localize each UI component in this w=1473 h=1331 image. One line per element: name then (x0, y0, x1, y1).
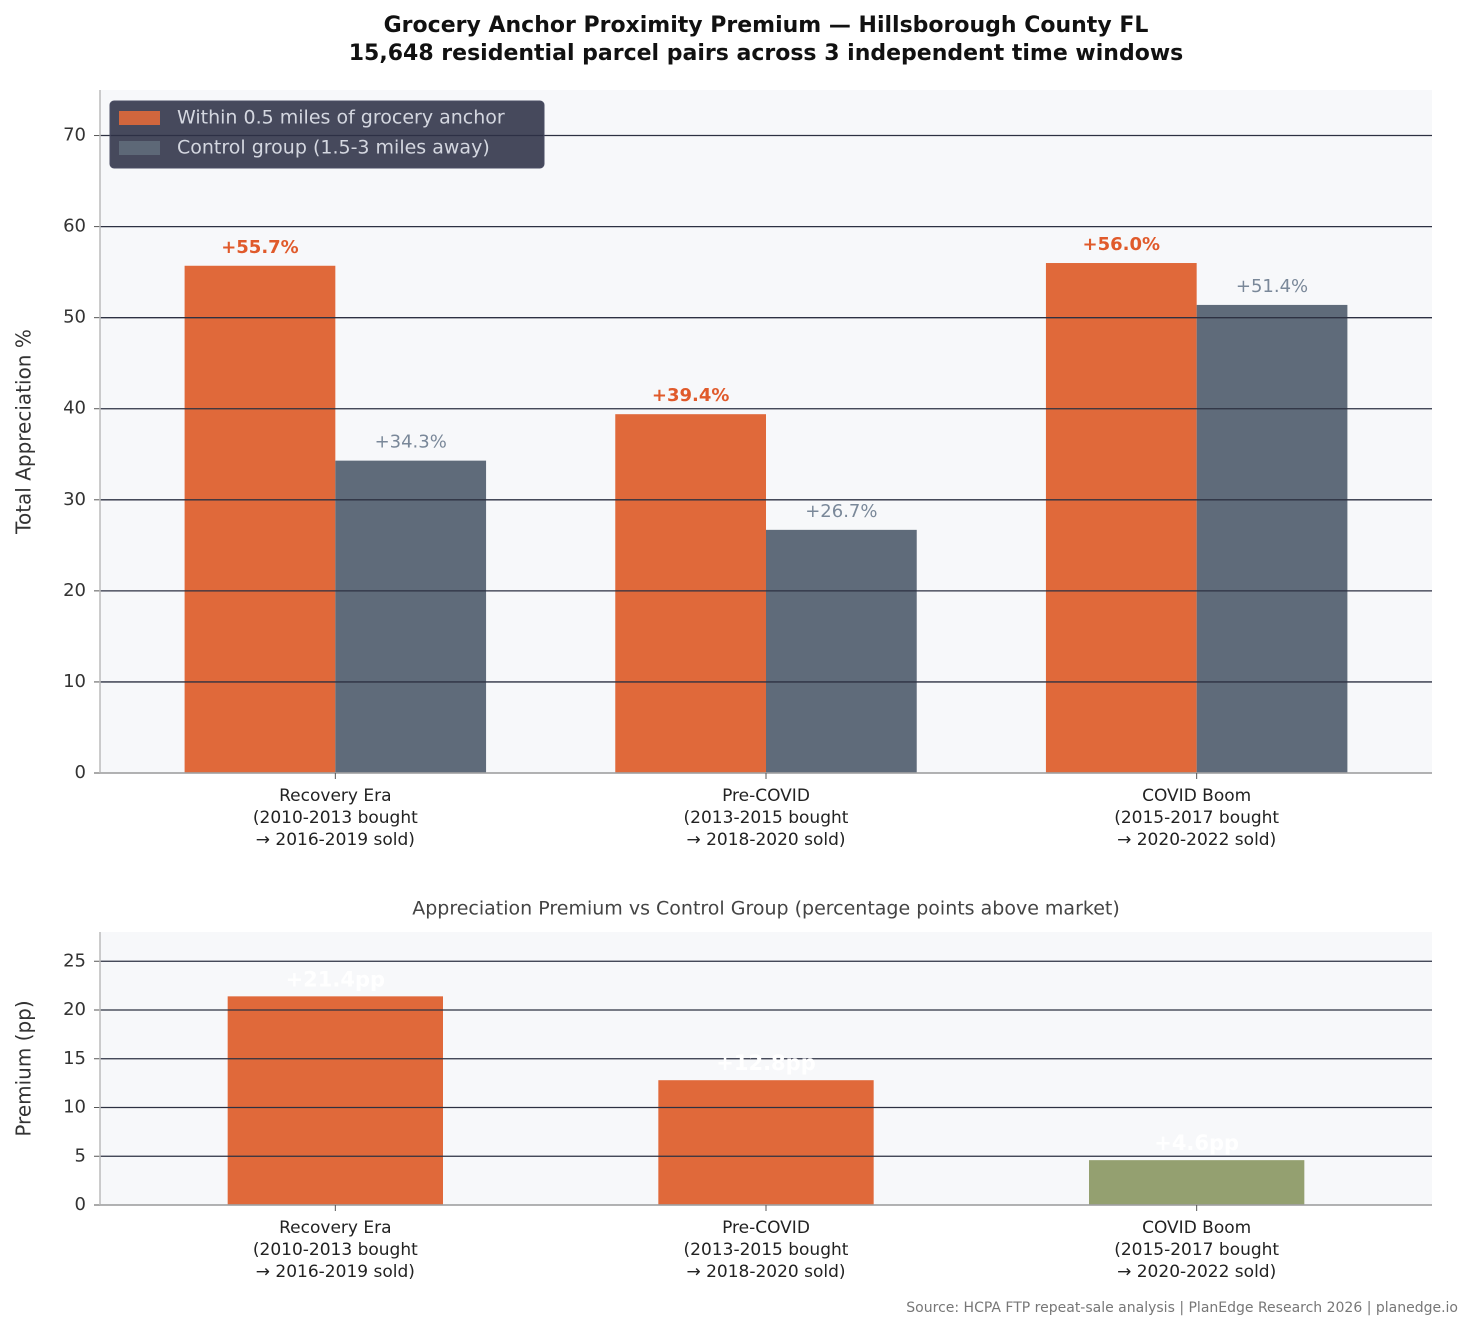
legend-swatch (119, 141, 160, 155)
legend: Within 0.5 miles of grocery anchor Contro… (109, 100, 545, 169)
bar (335, 460, 487, 773)
value-label: +55.7% (221, 237, 299, 258)
value-label: +34.3% (375, 432, 447, 453)
y-tick-label: 5 (75, 1145, 86, 1166)
bar (227, 996, 443, 1205)
y-tick-label: 20 (63, 580, 86, 601)
y-tick-label: 25 (63, 950, 86, 971)
x-tick-label: COVID Boom (2015-2017 bought → 2020-2022… (1114, 786, 1280, 850)
y-tick-label: 10 (63, 671, 86, 692)
chart-title: Appreciation Premium vs Control Group (p… (412, 898, 1120, 920)
figure-subtitle: 15,648 residential parcel pairs across 3… (349, 41, 1184, 66)
bar (1045, 263, 1197, 773)
y-tick-label: 0 (75, 1194, 86, 1215)
bar (1196, 304, 1348, 773)
y-tick-label: 10 (63, 1097, 86, 1118)
y-tick-label: 60 (63, 216, 86, 237)
value-label: +39.4% (652, 385, 730, 406)
x-tick-label: Recovery Era (2010-2013 bought → 2016-20… (252, 1218, 418, 1282)
legend-swatch (119, 111, 160, 125)
y-tick-label: 0 (75, 762, 86, 783)
legend-box (109, 100, 545, 169)
x-tick-label: Pre-COVID (2013-2015 bought → 2018-2020 … (683, 786, 849, 850)
bar (184, 265, 336, 773)
x-tick-label: COVID Boom (2015-2017 bought → 2020-2022… (1114, 1218, 1280, 1282)
y-tick-label: 15 (63, 1048, 86, 1069)
y-axis-label: Total Appreciation % (12, 329, 36, 535)
value-label: +12.8pp (716, 1051, 815, 1075)
value-label: +26.7% (805, 501, 877, 522)
y-tick-label: 40 (63, 398, 86, 419)
y-axis-label: Premium (pp) (12, 1000, 36, 1136)
y-tick-label: 30 (63, 489, 86, 510)
bar (1089, 1160, 1305, 1205)
figure-title: Grocery Anchor Proximity Premium — Hills… (384, 13, 1149, 38)
legend-label: Within 0.5 miles of grocery anchor (177, 107, 505, 129)
y-tick-label: 50 (63, 307, 86, 328)
bar (658, 1080, 874, 1205)
legend-label: Control group (1.5-3 miles away) (177, 137, 490, 159)
x-tick-label: Recovery Era (2010-2013 bought → 2016-20… (252, 786, 418, 850)
value-label: +56.0% (1083, 234, 1161, 255)
bar (615, 414, 766, 773)
y-tick-label: 20 (63, 999, 86, 1020)
y-tick-label: 70 (63, 125, 86, 146)
value-label: +51.4% (1236, 276, 1308, 297)
source-note: Source: HCPA FTP repeat-sale analysis | … (906, 1300, 1458, 1316)
bar (766, 529, 917, 773)
x-tick-label: Pre-COVID (2013-2015 bought → 2018-2020 … (683, 1218, 849, 1282)
value-label: +21.4pp (286, 967, 385, 991)
value-label: +4.6pp (1154, 1131, 1239, 1155)
